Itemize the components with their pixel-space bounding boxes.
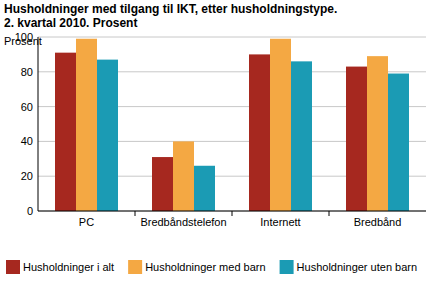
x-tick (135, 211, 136, 216)
legend-label: Husholdninger i alt (23, 261, 114, 273)
legend-swatch (6, 260, 20, 274)
bar (173, 141, 194, 211)
bar (55, 53, 76, 211)
bar (76, 39, 97, 211)
x-tick (232, 211, 233, 216)
bar (249, 54, 270, 211)
bar (97, 60, 118, 211)
x-tick-label: Bredbåndstelefon (140, 216, 226, 228)
grid-line (38, 37, 426, 38)
y-tick-label: 40 (21, 135, 33, 147)
subtitle: 2. kvartal 2010. Prosent (4, 16, 137, 30)
y-tick-label: 100 (15, 31, 33, 43)
bar (194, 166, 215, 211)
x-axis (38, 211, 426, 212)
legend-label: Husholdninger med barn (145, 261, 265, 273)
legend-swatch (128, 260, 142, 274)
legend-label: Husholdninger uten barn (297, 261, 417, 273)
y-tick-label: 20 (21, 170, 33, 182)
y-tick-label: 60 (21, 101, 33, 113)
bar (388, 74, 409, 211)
bars (55, 39, 409, 211)
grid-line (38, 211, 426, 212)
bar (291, 61, 312, 211)
bar (367, 56, 388, 211)
y-tick-label: 0 (27, 205, 33, 217)
x-tick-label: Internett (260, 216, 300, 228)
x-tick-label: Bredbånd (354, 216, 402, 228)
legend-swatch (280, 260, 294, 274)
bar (152, 157, 173, 211)
bar (346, 67, 367, 211)
y-axis (38, 37, 39, 211)
y-tick-label: 80 (21, 66, 33, 78)
chart: Husholdninger med tilgang til IKT, etter… (0, 0, 431, 286)
bar (270, 39, 291, 211)
x-tick-label: PC (79, 216, 94, 228)
x-tick (329, 211, 330, 216)
title: Husholdninger med tilgang til IKT, etter… (4, 2, 337, 16)
